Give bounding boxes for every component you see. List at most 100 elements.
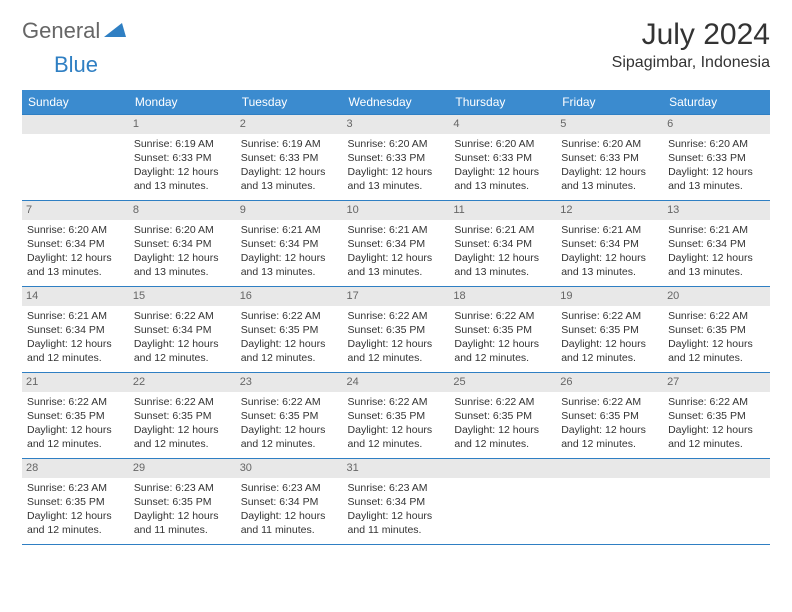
sunset-text: Sunset: 6:34 PM — [241, 495, 338, 509]
day-number: 10 — [343, 201, 450, 220]
calendar-table: Sunday Monday Tuesday Wednesday Thursday… — [22, 90, 770, 545]
sunrise-text: Sunrise: 6:20 AM — [134, 223, 231, 237]
day-number: 5 — [556, 115, 663, 134]
daylight-text: Daylight: 12 hours and 12 minutes. — [561, 423, 658, 451]
sunset-text: Sunset: 6:33 PM — [561, 151, 658, 165]
sunrise-text: Sunrise: 6:21 AM — [668, 223, 765, 237]
sunset-text: Sunset: 6:35 PM — [27, 495, 124, 509]
sunrise-text: Sunrise: 6:22 AM — [134, 309, 231, 323]
daylight-text: Daylight: 12 hours and 12 minutes. — [454, 337, 551, 365]
day-number: 19 — [556, 287, 663, 306]
day-number: 29 — [129, 459, 236, 478]
sunset-text: Sunset: 6:34 PM — [668, 237, 765, 251]
calendar-day-cell: 18 Sunrise: 6:22 AMSunset: 6:35 PMDayligh… — [449, 287, 556, 373]
calendar-day-cell: 12Sunrise: 6:21 AMSunset: 6:34 PMDayligh… — [556, 201, 663, 287]
calendar-day-cell: 27Sunrise: 6:22 AMSunset: 6:35 PMDayligh… — [663, 373, 770, 459]
daylight-text: Daylight: 12 hours and 13 minutes. — [348, 165, 445, 193]
title-block: July 2024 Sipagimbar, Indonesia — [612, 18, 770, 72]
calendar-day-cell: 20Sunrise: 6:22 AMSunset: 6:35 PMDayligh… — [663, 287, 770, 373]
sunrise-text: Sunrise: 6:22 AM — [561, 395, 658, 409]
sunset-text: Sunset: 6:35 PM — [561, 409, 658, 423]
sunset-text: Sunset: 6:35 PM — [134, 495, 231, 509]
daylight-text: Daylight: 12 hours and 11 minutes. — [241, 509, 338, 537]
daylight-text: Daylight: 12 hours and 12 minutes. — [348, 337, 445, 365]
daylight-text: Daylight: 12 hours and 12 minutes. — [348, 423, 445, 451]
sunset-text: Sunset: 6:35 PM — [27, 409, 124, 423]
sunrise-text: Sunrise: 6:22 AM — [454, 309, 551, 323]
sunset-text: Sunset: 6:35 PM — [348, 323, 445, 337]
calendar-day-cell — [663, 459, 770, 545]
sunrise-text: Sunrise: 6:22 AM — [27, 395, 124, 409]
sunset-text: Sunset: 6:34 PM — [241, 237, 338, 251]
day-number: 8 — [129, 201, 236, 220]
sunrise-text: Sunrise: 6:21 AM — [27, 309, 124, 323]
calendar-day-cell: 26 Sunrise: 6:22 AMSunset: 6:35 PMDayligh… — [556, 373, 663, 459]
day-number: 25 — [449, 373, 556, 392]
sunrise-text: Sunrise: 6:23 AM — [348, 481, 445, 495]
sunrise-text: Sunrise: 6:22 AM — [134, 395, 231, 409]
sunrise-text: Sunrise: 6:22 AM — [454, 395, 551, 409]
weekday-header: Sunday — [22, 90, 129, 115]
weekday-header: Monday — [129, 90, 236, 115]
day-number: 28 — [22, 459, 129, 478]
day-number — [556, 459, 663, 478]
day-number: 23 — [236, 373, 343, 392]
sunrise-text: Sunrise: 6:21 AM — [454, 223, 551, 237]
day-number: 26 — [556, 373, 663, 392]
day-number: 14 — [22, 287, 129, 306]
calendar-day-cell: 6Sunrise: 6:20 AMSunset: 6:33 PMDaylight… — [663, 115, 770, 201]
weekday-header-row: Sunday Monday Tuesday Wednesday Thursday… — [22, 90, 770, 115]
calendar-day-cell: 10 Sunrise: 6:21 AMSunset: 6:34 PMDayligh… — [343, 201, 450, 287]
sunset-text: Sunset: 6:34 PM — [134, 237, 231, 251]
daylight-text: Daylight: 12 hours and 13 minutes. — [561, 165, 658, 193]
calendar-day-cell: 19Sunrise: 6:22 AMSunset: 6:35 PMDayligh… — [556, 287, 663, 373]
daylight-text: Daylight: 12 hours and 13 minutes. — [454, 251, 551, 279]
daylight-text: Daylight: 12 hours and 12 minutes. — [27, 337, 124, 365]
sunset-text: Sunset: 6:34 PM — [27, 323, 124, 337]
day-number — [22, 115, 129, 134]
logo-text-blue: Blue — [54, 52, 98, 77]
daylight-text: Daylight: 12 hours and 13 minutes. — [348, 251, 445, 279]
day-number: 16 — [236, 287, 343, 306]
sunrise-text: Sunrise: 6:20 AM — [27, 223, 124, 237]
day-number: 20 — [663, 287, 770, 306]
daylight-text: Daylight: 12 hours and 13 minutes. — [454, 165, 551, 193]
sunset-text: Sunset: 6:34 PM — [348, 237, 445, 251]
sunrise-text: Sunrise: 6:21 AM — [241, 223, 338, 237]
calendar-day-cell: 14 Sunrise: 6:21 AMSunset: 6:34 PMDayligh… — [22, 287, 129, 373]
logo-triangle-icon — [104, 21, 126, 42]
sunrise-text: Sunrise: 6:20 AM — [454, 137, 551, 151]
daylight-text: Daylight: 12 hours and 13 minutes. — [241, 251, 338, 279]
calendar-day-cell: 15Sunrise: 6:22 AMSunset: 6:34 PMDayligh… — [129, 287, 236, 373]
day-number: 1 — [129, 115, 236, 134]
day-number: 31 — [343, 459, 450, 478]
calendar-day-cell: 30Sunrise: 6:23 AMSunset: 6:34 PMDayligh… — [236, 459, 343, 545]
calendar-day-cell — [449, 459, 556, 545]
day-number: 2 — [236, 115, 343, 134]
day-number: 4 — [449, 115, 556, 134]
calendar-day-cell: 2Sunrise: 6:19 AMSunset: 6:33 PMDaylight… — [236, 115, 343, 201]
calendar-day-cell: 5Sunrise: 6:20 AMSunset: 6:33 PMDaylight… — [556, 115, 663, 201]
sunrise-text: Sunrise: 6:21 AM — [348, 223, 445, 237]
calendar-day-cell — [22, 115, 129, 201]
day-number: 27 — [663, 373, 770, 392]
month-title: July 2024 — [612, 18, 770, 52]
sunset-text: Sunset: 6:35 PM — [454, 409, 551, 423]
day-number: 12 — [556, 201, 663, 220]
daylight-text: Daylight: 12 hours and 12 minutes. — [134, 423, 231, 451]
day-number: 18 — [449, 287, 556, 306]
calendar-week-row: 28Sunrise: 6:23 AMSunset: 6:35 PMDayligh… — [22, 459, 770, 545]
calendar-week-row: 1Sunrise: 6:19 AMSunset: 6:33 PMDaylight… — [22, 115, 770, 201]
daylight-text: Daylight: 12 hours and 12 minutes. — [454, 423, 551, 451]
day-number: 21 — [22, 373, 129, 392]
sunset-text: Sunset: 6:35 PM — [454, 323, 551, 337]
calendar-day-cell: 28Sunrise: 6:23 AMSunset: 6:35 PMDayligh… — [22, 459, 129, 545]
daylight-text: Daylight: 12 hours and 11 minutes. — [134, 509, 231, 537]
daylight-text: Daylight: 12 hours and 13 minutes. — [134, 165, 231, 193]
weekday-header: Tuesday — [236, 90, 343, 115]
calendar-week-row: 7Sunrise: 6:20 AMSunset: 6:34 PMDaylight… — [22, 201, 770, 287]
sunset-text: Sunset: 6:34 PM — [454, 237, 551, 251]
daylight-text: Daylight: 12 hours and 12 minutes. — [668, 337, 765, 365]
sunrise-text: Sunrise: 6:23 AM — [241, 481, 338, 495]
sunrise-text: Sunrise: 6:19 AM — [134, 137, 231, 151]
